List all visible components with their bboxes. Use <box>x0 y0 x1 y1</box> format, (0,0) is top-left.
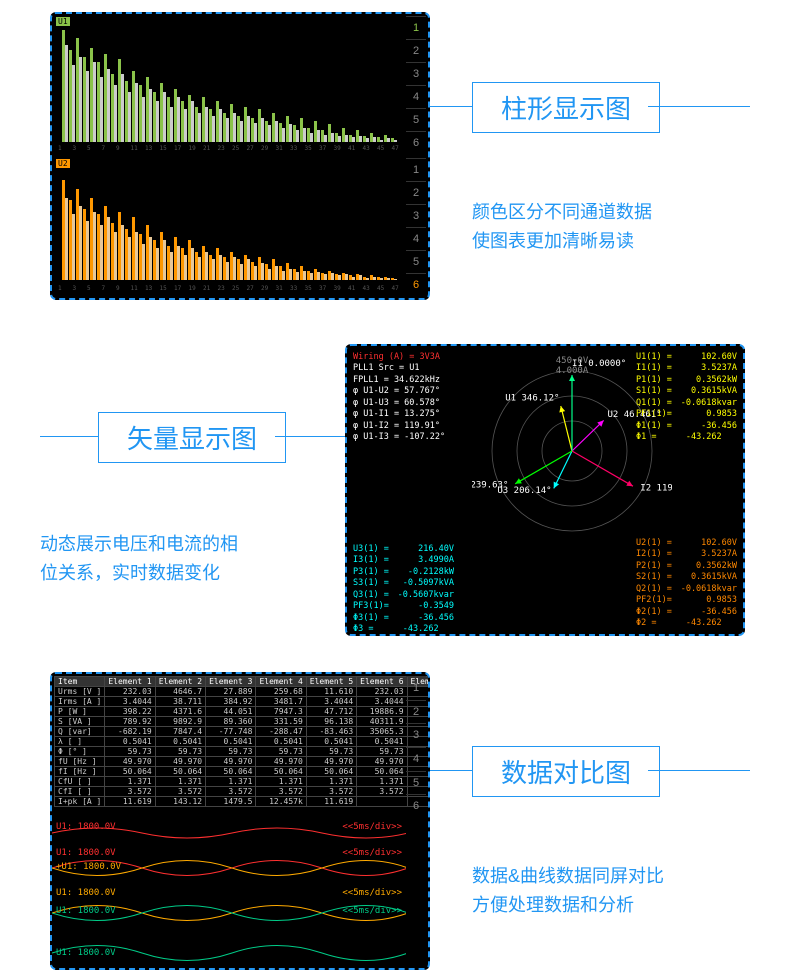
x-axis-ticks-bottom: 1357911131517192123252729313335373941434… <box>58 282 408 292</box>
x-axis-ticks-top: 1357911131517192123252729313335373941434… <box>58 142 408 152</box>
data-table-panel: ItemElement 1Element 2Element 3Element 4… <box>50 672 430 970</box>
vector-readout-left: U3(1) = 216.40VI3(1) = 3.4990AP3(1) = -0… <box>353 544 454 636</box>
section3-title: 数据对比图 <box>472 746 660 797</box>
vector-readout-right-bottom: U2(1) = 102.60VI2(1) = 3.5237AP2(1) = 0.… <box>636 538 737 630</box>
connector-1b <box>648 106 750 107</box>
connector-1a <box>430 106 472 107</box>
number-column-table: 123456 <box>406 676 426 818</box>
svg-text:U1 346.12°: U1 346.12° <box>505 394 559 404</box>
connector-3a <box>430 770 472 771</box>
vector-panel: Wiring (A) = 3V3A PLL1 Src = U1 FPLL1 = … <box>345 344 745 636</box>
section2-desc: 动态展示电压和电流的相 位关系，实时数据变化 <box>40 530 238 588</box>
svg-text:I3 239.63°: I3 239.63° <box>472 481 508 491</box>
bar-chart-panel: U1 1357911131517192123252729313335373941… <box>50 12 430 300</box>
section1-desc: 颜色区分不同通道数据 使图表更加清晰易读 <box>472 198 652 256</box>
section3-desc: 数据&曲线数据同屏对比 方便处理数据和分析 <box>472 862 664 920</box>
svg-text:450.0V: 450.0V <box>556 356 589 366</box>
measurement-table: ItemElement 1Element 2Element 3Element 4… <box>54 676 430 807</box>
vector-wiring-info: Wiring (A) = 3V3A PLL1 Src = U1 FPLL1 = … <box>353 352 445 444</box>
svg-text:I2 119.91°: I2 119.91° <box>640 483 672 493</box>
svg-text:4.000A: 4.000A <box>556 366 589 376</box>
section2-title: 矢量显示图 <box>98 412 286 463</box>
vector-readout-right-top: U1(1) = 102.60VI1(1) = 3.5237AP1(1) = 0.… <box>636 352 737 444</box>
waveform-area: U1: 1800.0V<<5ms/div>>U1: 1800.0V<<5ms/d… <box>52 818 406 968</box>
number-column-bottom: 123456 <box>406 158 426 296</box>
section1-title: 柱形显示图 <box>472 82 660 133</box>
connector-2b <box>275 436 345 437</box>
connector-3b <box>648 770 750 771</box>
connector-2a <box>40 436 98 437</box>
number-column-top: 123456 <box>406 16 426 154</box>
bar-chart-top <box>56 22 406 142</box>
bar-chart-bottom <box>56 164 406 280</box>
